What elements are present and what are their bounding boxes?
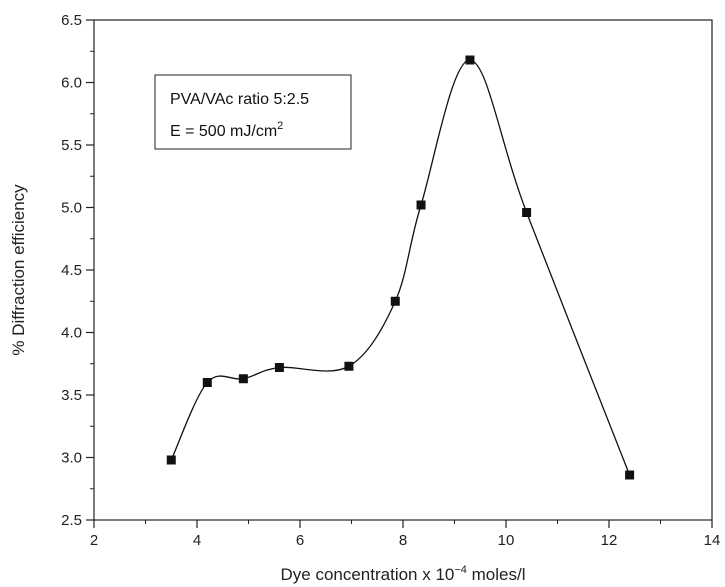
annotation-line-2-exponent: 2 bbox=[277, 120, 283, 132]
x-tick-label: 2 bbox=[90, 532, 98, 549]
data-point bbox=[416, 200, 426, 210]
data-point bbox=[390, 296, 400, 306]
data-points bbox=[166, 55, 635, 480]
annotation-box: PVA/VAc ratio 5:2.5 E = 500 mJ/cm2 bbox=[154, 74, 352, 150]
data-point bbox=[465, 55, 475, 65]
y-tick-label: 2.5 bbox=[61, 512, 82, 529]
annotation-line-1: PVA/VAc ratio 5:2.5 bbox=[170, 91, 309, 108]
data-point bbox=[522, 208, 532, 217]
annotation-frame bbox=[154, 74, 352, 150]
y-tick-label: 4.5 bbox=[61, 262, 82, 279]
y-tick-label: 3.5 bbox=[61, 387, 82, 404]
y-tick-label: 6.5 bbox=[61, 12, 82, 29]
x-tick-label: 4 bbox=[193, 532, 201, 549]
y-tick-labels: 2.5 3.0 3.5 4.0 4.5 5.0 5.5 6.0 6.5 bbox=[61, 12, 82, 529]
y-tick-label: 6.0 bbox=[61, 75, 82, 92]
annotation-line-2-text: E = 500 mJ/cm bbox=[170, 123, 277, 140]
x-axis-title: Dye concentration x 10−4 moles/l bbox=[280, 564, 525, 584]
x-tick-label: 14 bbox=[704, 532, 721, 549]
data-point bbox=[166, 455, 176, 465]
data-point bbox=[625, 470, 635, 480]
y-tick-label: 3.0 bbox=[61, 450, 82, 467]
y-tick-label: 5.0 bbox=[61, 200, 82, 217]
x-tick-label: 8 bbox=[399, 532, 407, 549]
data-point bbox=[202, 378, 212, 387]
x-axis-title-exponent: −4 bbox=[454, 564, 467, 576]
axis-ticks bbox=[86, 19, 713, 528]
data-point bbox=[344, 361, 354, 371]
x-tick-labels: 2 4 6 8 10 12 14 bbox=[90, 532, 721, 549]
y-tick-label: 4.0 bbox=[61, 325, 82, 342]
data-point bbox=[274, 363, 284, 372]
data-point bbox=[238, 374, 248, 384]
x-tick-label: 10 bbox=[498, 532, 515, 549]
x-tick-label: 12 bbox=[601, 532, 618, 549]
y-tick-label: 5.5 bbox=[61, 137, 82, 154]
annotation-line-2: E = 500 mJ/cm2 bbox=[170, 120, 283, 140]
x-axis-title-units: moles/l bbox=[467, 565, 526, 584]
y-axis-title: % Diffraction efficiency bbox=[9, 184, 28, 356]
x-axis-title-text: Dye concentration x 10 bbox=[280, 565, 454, 584]
x-tick-label: 6 bbox=[296, 532, 304, 549]
